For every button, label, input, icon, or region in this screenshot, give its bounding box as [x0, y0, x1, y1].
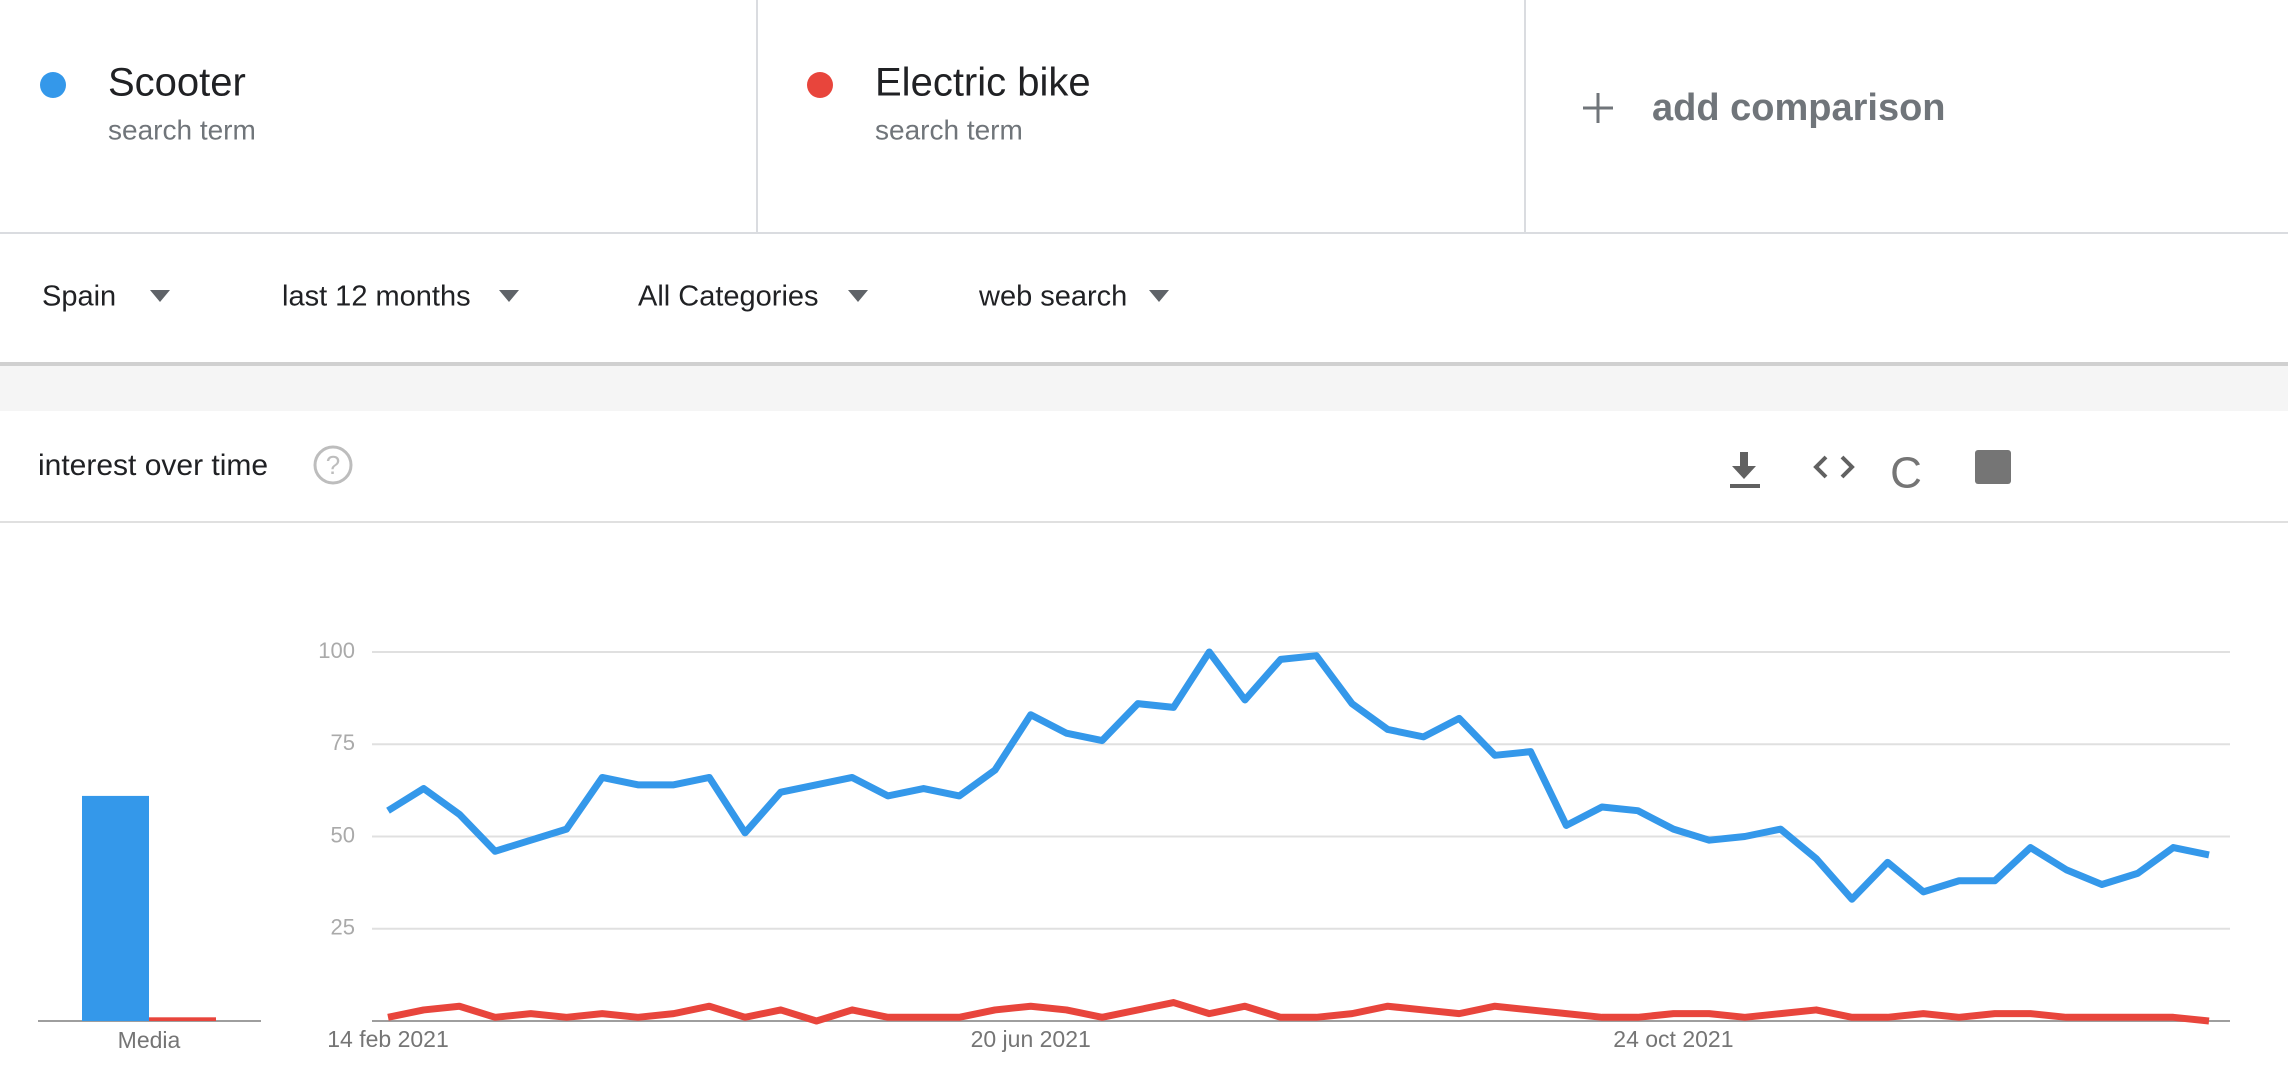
header: [0, 0, 2288, 233]
y-tick-label: 75: [331, 730, 355, 755]
term-subtitle: search term: [875, 114, 1023, 145]
spacer: [0, 366, 2288, 411]
y-tick-label: 25: [331, 915, 355, 940]
average-label: Media: [118, 1027, 181, 1053]
filter-bar: [0, 234, 2288, 362]
help-icon[interactable]: ?: [313, 445, 353, 485]
download-icon[interactable]: [1730, 452, 1760, 488]
dropdown-arrow: [1149, 290, 1169, 302]
shadow: [0, 362, 2288, 366]
series-line: [387, 999, 2210, 1025]
series-line: [386, 648, 2210, 903]
dropdown-arrow: [150, 290, 170, 302]
share-icon[interactable]: C: [1890, 449, 1922, 498]
y-tick-label: 50: [331, 822, 355, 847]
term-dot: [40, 72, 66, 98]
term[interactable]: Electric bike: [875, 61, 1091, 105]
card-title: interest over time: [38, 449, 268, 482]
svg-text:?: ?: [326, 450, 340, 480]
filter[interactable]: All Categories: [638, 281, 819, 313]
average-bar: [149, 1017, 216, 1021]
dropdown-arrow: [848, 290, 868, 302]
average-bar: [82, 795, 149, 1021]
filter[interactable]: web search: [978, 281, 1127, 313]
term[interactable]: Scooter: [108, 61, 246, 105]
mp-icon[interactable]: [1975, 450, 2011, 484]
dropdown-arrow: [499, 290, 519, 302]
plus-icon[interactable]: [1583, 93, 1613, 123]
y-tick-label: 100: [318, 638, 355, 663]
term-dot: [807, 72, 833, 98]
x-tick-label: 14 feb 2021: [327, 1026, 449, 1052]
add-comparison[interactable]: add comparison: [1652, 87, 1946, 129]
x-tick-label: 24 oct 2021: [1613, 1026, 1733, 1052]
filter[interactable]: last 12 months: [282, 281, 471, 313]
embed-icon[interactable]: [1813, 455, 1855, 479]
filter[interactable]: Spain: [42, 281, 116, 313]
term-subtitle: search term: [108, 114, 256, 145]
x-tick-label: 20 jun 2021: [971, 1026, 1091, 1052]
